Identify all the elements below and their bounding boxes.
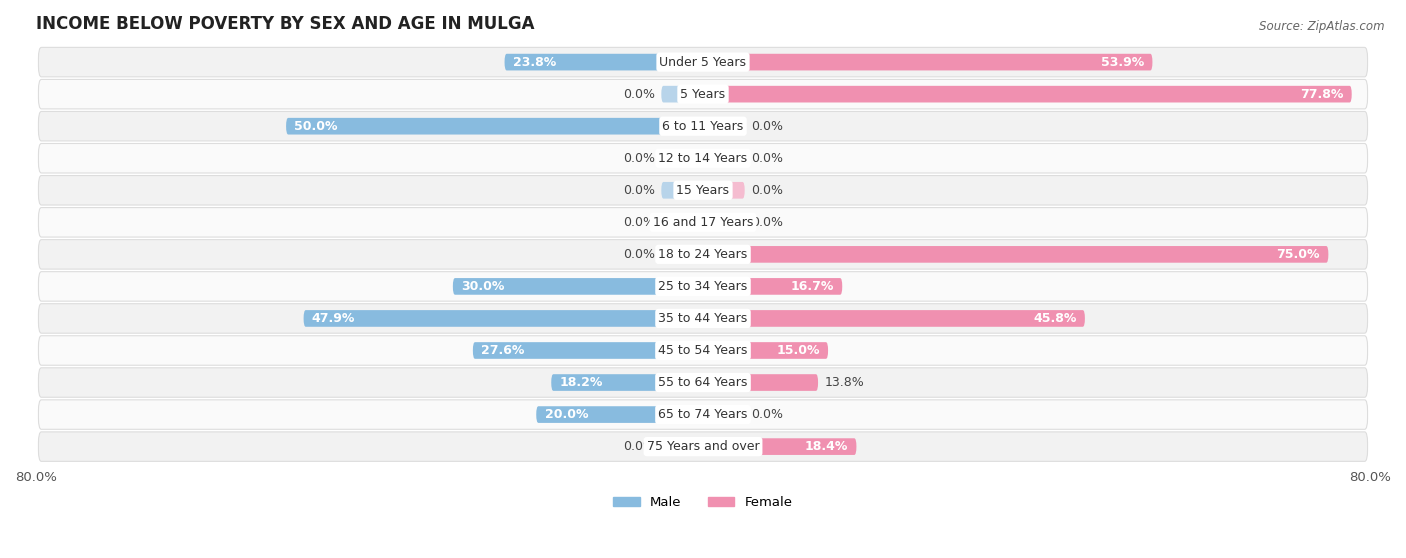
FancyBboxPatch shape xyxy=(703,54,1153,70)
Text: 0.0%: 0.0% xyxy=(751,408,783,421)
FancyBboxPatch shape xyxy=(38,272,1368,301)
FancyBboxPatch shape xyxy=(661,246,703,263)
Text: 16.7%: 16.7% xyxy=(790,280,834,293)
FancyBboxPatch shape xyxy=(472,342,703,359)
FancyBboxPatch shape xyxy=(38,176,1368,205)
Text: 20.0%: 20.0% xyxy=(544,408,588,421)
Text: 0.0%: 0.0% xyxy=(623,248,655,261)
FancyBboxPatch shape xyxy=(505,54,703,70)
Text: Source: ZipAtlas.com: Source: ZipAtlas.com xyxy=(1260,20,1385,32)
FancyBboxPatch shape xyxy=(38,112,1368,141)
FancyBboxPatch shape xyxy=(703,406,745,423)
Text: 50.0%: 50.0% xyxy=(294,120,337,133)
FancyBboxPatch shape xyxy=(661,150,703,167)
Text: 45 to 54 Years: 45 to 54 Years xyxy=(658,344,748,357)
Text: 5 Years: 5 Years xyxy=(681,88,725,100)
Text: 13.8%: 13.8% xyxy=(825,376,865,389)
Text: 0.0%: 0.0% xyxy=(623,216,655,229)
FancyBboxPatch shape xyxy=(304,310,703,327)
Text: 55 to 64 Years: 55 to 64 Years xyxy=(658,376,748,389)
Text: 12 to 14 Years: 12 to 14 Years xyxy=(658,152,748,165)
Text: 0.0%: 0.0% xyxy=(623,152,655,165)
Text: 75.0%: 75.0% xyxy=(1277,248,1320,261)
FancyBboxPatch shape xyxy=(38,239,1368,269)
Text: 0.0%: 0.0% xyxy=(623,440,655,453)
FancyBboxPatch shape xyxy=(703,278,842,295)
Text: 23.8%: 23.8% xyxy=(513,56,557,69)
Legend: Male, Female: Male, Female xyxy=(607,490,799,514)
FancyBboxPatch shape xyxy=(38,304,1368,333)
Text: 27.6%: 27.6% xyxy=(481,344,524,357)
Text: 0.0%: 0.0% xyxy=(623,184,655,197)
FancyBboxPatch shape xyxy=(703,310,1085,327)
Text: INCOME BELOW POVERTY BY SEX AND AGE IN MULGA: INCOME BELOW POVERTY BY SEX AND AGE IN M… xyxy=(37,15,534,33)
FancyBboxPatch shape xyxy=(285,118,703,134)
Text: 16 and 17 Years: 16 and 17 Years xyxy=(652,216,754,229)
Text: Under 5 Years: Under 5 Years xyxy=(659,56,747,69)
FancyBboxPatch shape xyxy=(703,118,745,134)
FancyBboxPatch shape xyxy=(661,86,703,103)
Text: 15.0%: 15.0% xyxy=(776,344,820,357)
Text: 25 to 34 Years: 25 to 34 Years xyxy=(658,280,748,293)
Text: 0.0%: 0.0% xyxy=(751,216,783,229)
Text: 18.4%: 18.4% xyxy=(804,440,848,453)
FancyBboxPatch shape xyxy=(38,208,1368,237)
FancyBboxPatch shape xyxy=(703,150,745,167)
FancyBboxPatch shape xyxy=(38,368,1368,397)
Text: 65 to 74 Years: 65 to 74 Years xyxy=(658,408,748,421)
Text: 75 Years and over: 75 Years and over xyxy=(647,440,759,453)
FancyBboxPatch shape xyxy=(38,432,1368,461)
Text: 77.8%: 77.8% xyxy=(1301,88,1343,100)
Text: 35 to 44 Years: 35 to 44 Years xyxy=(658,312,748,325)
Text: 18 to 24 Years: 18 to 24 Years xyxy=(658,248,748,261)
FancyBboxPatch shape xyxy=(703,246,1329,263)
Text: 18.2%: 18.2% xyxy=(560,376,603,389)
FancyBboxPatch shape xyxy=(38,143,1368,173)
Text: 45.8%: 45.8% xyxy=(1033,312,1077,325)
Text: 6 to 11 Years: 6 to 11 Years xyxy=(662,120,744,133)
FancyBboxPatch shape xyxy=(38,79,1368,109)
Text: 0.0%: 0.0% xyxy=(751,152,783,165)
FancyBboxPatch shape xyxy=(38,336,1368,365)
Text: 47.9%: 47.9% xyxy=(312,312,356,325)
FancyBboxPatch shape xyxy=(703,438,856,455)
FancyBboxPatch shape xyxy=(703,182,745,199)
Text: 15 Years: 15 Years xyxy=(676,184,730,197)
Text: 53.9%: 53.9% xyxy=(1101,56,1144,69)
FancyBboxPatch shape xyxy=(703,214,745,230)
FancyBboxPatch shape xyxy=(703,342,828,359)
FancyBboxPatch shape xyxy=(453,278,703,295)
Text: 30.0%: 30.0% xyxy=(461,280,505,293)
FancyBboxPatch shape xyxy=(703,374,818,391)
FancyBboxPatch shape xyxy=(661,214,703,230)
FancyBboxPatch shape xyxy=(661,438,703,455)
FancyBboxPatch shape xyxy=(536,406,703,423)
Text: 0.0%: 0.0% xyxy=(751,120,783,133)
FancyBboxPatch shape xyxy=(551,374,703,391)
FancyBboxPatch shape xyxy=(661,182,703,199)
FancyBboxPatch shape xyxy=(38,47,1368,77)
Text: 0.0%: 0.0% xyxy=(623,88,655,100)
FancyBboxPatch shape xyxy=(38,400,1368,429)
FancyBboxPatch shape xyxy=(703,86,1351,103)
Text: 0.0%: 0.0% xyxy=(751,184,783,197)
